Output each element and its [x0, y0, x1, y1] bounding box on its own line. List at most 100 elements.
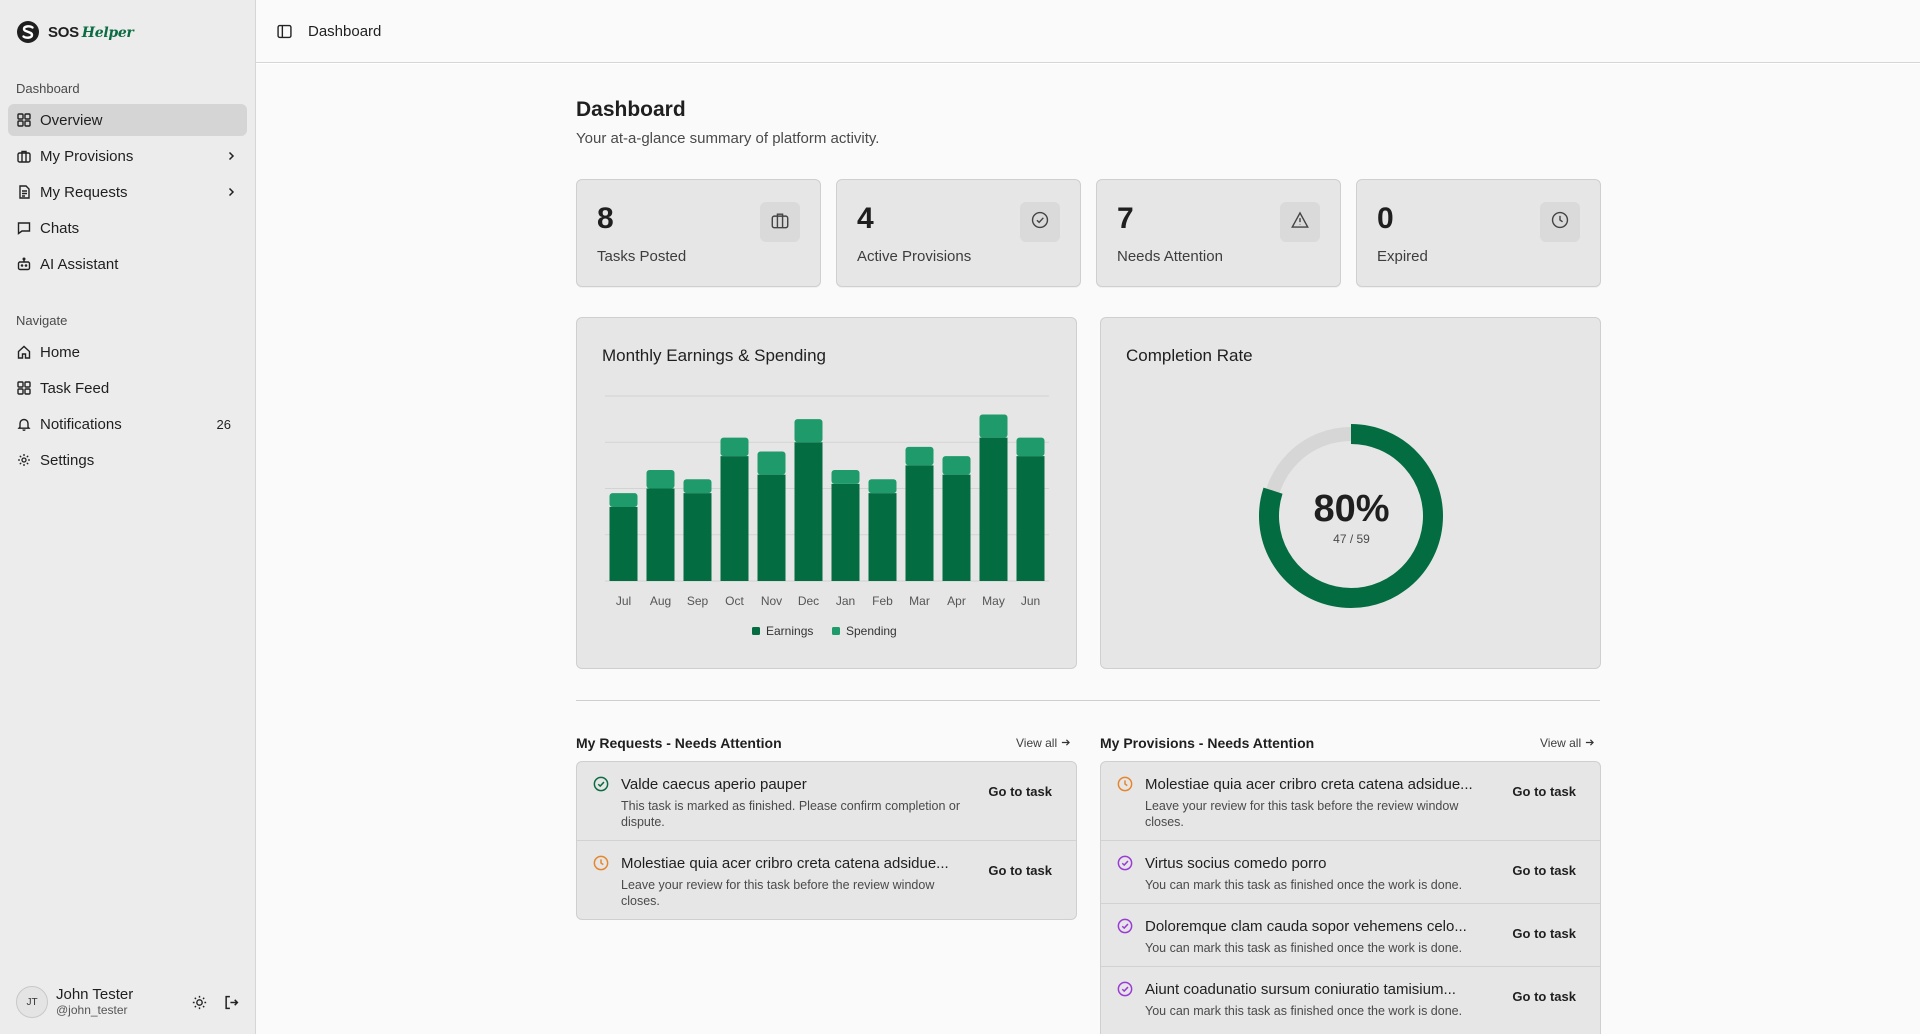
- stat-label: Expired: [1377, 248, 1428, 265]
- sidebar-item-my-requests[interactable]: My Requests: [8, 176, 247, 208]
- check-circle-icon: [1031, 211, 1049, 234]
- chart-bar-spending: [979, 414, 1008, 438]
- grid-icon: [16, 380, 32, 396]
- legend-label: Earnings: [766, 624, 813, 638]
- stat-value: 8: [597, 202, 614, 235]
- chart-bar-earnings: [905, 465, 934, 581]
- sun-icon[interactable]: [190, 993, 208, 1011]
- bell-icon: [16, 416, 32, 432]
- gear-icon: [16, 452, 32, 468]
- warning-icon: [1291, 210, 1309, 234]
- main-content: [256, 64, 1920, 1034]
- earnings-bar-chart: Jul Aug Sep Oct Nov Dec Jan Feb Mar Apr May Jun Earn…: [605, 395, 1049, 638]
- stat-label: Active Provisions: [857, 248, 972, 265]
- sidebar-group-navigate: Navigate: [16, 313, 68, 328]
- section-divider: [576, 700, 1600, 701]
- briefcase-icon: [771, 211, 789, 234]
- clock-icon: [593, 855, 609, 871]
- list-item[interactable]: Molestiae quia acer cribro creta catena …: [1101, 762, 1600, 841]
- task-description: You can mark this task as finished once …: [1145, 941, 1463, 955]
- sidebar: SOS Helper Dashboard Overview My Provisio…: [0, 0, 256, 1034]
- user-profile[interactable]: JT John Tester @john_tester: [16, 982, 240, 1022]
- provisions-view-all-link[interactable]: View all: [1540, 736, 1595, 750]
- completion-title: Completion Rate: [1126, 346, 1253, 365]
- list-item[interactable]: Doloremque clam cauda sopor vehemens cel…: [1101, 904, 1600, 967]
- go-to-task-button[interactable]: Go to task: [1512, 784, 1576, 799]
- go-to-task-button[interactable]: Go to task: [1512, 863, 1576, 878]
- task-description: This task is marked as finished. Please …: [621, 799, 961, 830]
- list-item[interactable]: Aiunt coadunatio sursum coniuratio tamis…: [1101, 967, 1600, 1034]
- brand-logo[interactable]: SOS Helper: [16, 20, 134, 44]
- breadcrumb: Dashboard: [308, 22, 382, 40]
- stat-card-needs-attention[interactable]: 7 Needs Attention: [1096, 179, 1341, 287]
- go-to-task-button[interactable]: Go to task: [1512, 926, 1576, 941]
- stat-value: 0: [1377, 202, 1394, 235]
- go-to-task-button[interactable]: Go to task: [1512, 989, 1576, 1004]
- stat-card-active-provisions[interactable]: 4 Active Provisions: [836, 179, 1081, 287]
- sidebar-item-label: My Requests: [40, 183, 128, 201]
- sidebar-item-overview[interactable]: Overview: [8, 104, 247, 136]
- sidebar-item-label: My Provisions: [40, 147, 134, 165]
- chart-bar-spending: [905, 446, 934, 466]
- check-circle-icon: [1117, 918, 1133, 934]
- earnings-chart-card: Monthly Earnings & Spending Jul Aug Sep Oct…: [576, 317, 1077, 669]
- chart-tick-label: Oct: [725, 594, 744, 608]
- check-circle-icon: [593, 776, 609, 792]
- task-title: Doloremque clam cauda sopor vehemens cel…: [1145, 918, 1467, 935]
- go-to-task-button[interactable]: Go to task: [988, 863, 1052, 878]
- chart-bar-earnings: [757, 474, 786, 581]
- chart-bar-spending: [720, 437, 749, 457]
- sidebar-item-label: Notifications: [40, 415, 122, 433]
- task-description: You can mark this task as finished once …: [1145, 1004, 1463, 1018]
- logout-icon[interactable]: [222, 993, 240, 1011]
- list-item[interactable]: Molestiae quia acer cribro creta catena …: [577, 841, 1076, 919]
- list-item[interactable]: Virtus socius comedo porro You can mark …: [1101, 841, 1600, 904]
- stat-value: 4: [857, 202, 874, 235]
- list-item[interactable]: Valde caecus aperio pauper This task is …: [577, 762, 1076, 841]
- chat-icon: [16, 220, 32, 236]
- sidebar-item-home[interactable]: Home: [8, 336, 247, 368]
- chart-bar-earnings: [720, 456, 749, 581]
- sidebar-item-notifications[interactable]: Notifications 26: [8, 408, 247, 440]
- check-circle-icon: [1117, 981, 1133, 997]
- requests-list: Valde caecus aperio pauper This task is …: [576, 761, 1077, 920]
- sidebar-item-chats[interactable]: Chats: [8, 212, 247, 244]
- sidebar-item-settings[interactable]: Settings: [8, 444, 247, 476]
- check-circle-icon: [1117, 855, 1133, 871]
- chart-bar-spending: [683, 479, 712, 494]
- user-handle: @john_tester: [56, 1002, 128, 1017]
- sidebar-toggle-icon[interactable]: [274, 21, 294, 41]
- completion-donut-chart: [1259, 424, 1443, 608]
- chart-bar-earnings: [609, 507, 638, 581]
- sidebar-item-label: Chats: [40, 219, 80, 237]
- stat-label: Needs Attention: [1117, 248, 1223, 265]
- stat-card-tasks-posted[interactable]: 8 Tasks Posted: [576, 179, 821, 287]
- completion-ratio: 47 / 59: [1333, 532, 1370, 546]
- requests-view-all-link[interactable]: View all: [1016, 736, 1071, 750]
- chart-bar-spending: [757, 451, 786, 475]
- chart-tick-label: May: [982, 594, 1005, 608]
- completion-percent: 80%: [1313, 488, 1390, 530]
- chart-bar-earnings: [683, 493, 712, 581]
- chart-bar-spending: [646, 470, 675, 489]
- go-to-task-button[interactable]: Go to task: [988, 784, 1052, 799]
- sidebar-item-task-feed[interactable]: Task Feed: [8, 372, 247, 404]
- chart-bar-earnings: [1016, 456, 1045, 581]
- logo-icon: [17, 21, 39, 43]
- chart-bar-earnings: [831, 483, 860, 581]
- stat-card-expired[interactable]: 0 Expired: [1356, 179, 1601, 287]
- chart-tick-label: Dec: [798, 594, 819, 608]
- chart-bar-spending: [868, 479, 897, 494]
- bot-icon: [16, 256, 32, 272]
- clock-icon: [1551, 211, 1569, 234]
- legend-label: Spending: [846, 624, 897, 638]
- sidebar-item-label: Settings: [40, 451, 95, 469]
- sidebar-item-ai-assistant[interactable]: AI Assistant: [8, 248, 247, 280]
- chart-tick-label: Jan: [836, 594, 855, 608]
- chevron-right-icon: [223, 148, 239, 164]
- chart-bar-spending: [942, 456, 971, 475]
- avatar[interactable]: JT: [16, 986, 48, 1018]
- legend-swatch: [752, 627, 760, 635]
- top-header: Dashboard: [256, 0, 1920, 63]
- sidebar-item-my-provisions[interactable]: My Provisions: [8, 140, 247, 172]
